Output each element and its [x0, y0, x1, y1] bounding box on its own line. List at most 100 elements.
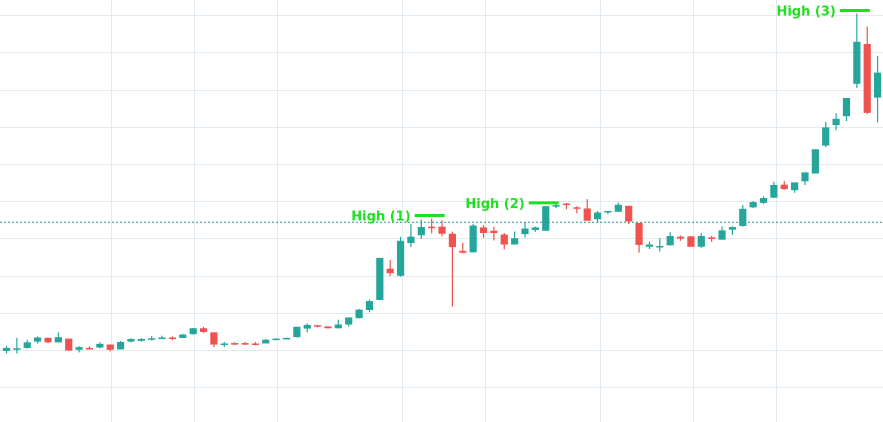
candle — [345, 317, 353, 327]
high-marker-label: High (2) — [465, 197, 524, 212]
high-marker-label: High (3) — [776, 5, 835, 20]
candle — [386, 260, 394, 277]
candle-body — [231, 343, 239, 345]
candle-body — [241, 343, 249, 345]
candle-body — [635, 222, 643, 245]
candle — [272, 338, 280, 341]
candle-body — [822, 127, 830, 146]
candle-body — [873, 72, 882, 98]
candle-body — [293, 326, 301, 338]
candle-body — [832, 118, 840, 126]
candle-body — [428, 226, 436, 229]
candle-body — [697, 235, 705, 247]
candle-body — [251, 343, 259, 345]
candle — [2, 346, 11, 354]
candle — [293, 326, 301, 338]
candle-body — [44, 337, 52, 343]
candle — [116, 340, 125, 350]
candle — [583, 199, 591, 221]
candle — [179, 333, 187, 339]
candle-body — [158, 337, 166, 340]
candle — [241, 341, 249, 345]
candle-body — [34, 337, 42, 342]
candle-body — [179, 334, 187, 338]
candle-body — [770, 185, 778, 198]
candle — [479, 225, 488, 238]
candle-body — [2, 347, 11, 351]
candle — [438, 220, 446, 237]
candle-body — [407, 236, 415, 244]
candle — [459, 242, 467, 254]
candle — [469, 224, 477, 253]
candle-body — [583, 208, 591, 221]
candle — [873, 55, 882, 123]
high-annotations: High (1) High (2) High (3) — [351, 5, 870, 224]
candle-body — [842, 97, 851, 117]
candle — [676, 235, 685, 241]
candle-body — [511, 238, 519, 245]
candle — [231, 342, 239, 345]
candle — [199, 326, 208, 334]
candle — [521, 222, 529, 238]
candle-body — [199, 328, 208, 332]
candle — [801, 172, 809, 186]
candle — [500, 232, 508, 250]
candle-body — [116, 341, 125, 350]
candle — [127, 338, 135, 343]
high-marker: High (2) — [465, 197, 559, 212]
candle-body — [645, 244, 654, 247]
candle — [531, 226, 539, 232]
candle-body — [531, 227, 539, 231]
candle-body — [469, 225, 477, 253]
candle-body — [23, 342, 31, 348]
candle — [770, 181, 778, 199]
candle-body — [614, 204, 622, 212]
candle-body — [355, 309, 363, 319]
candle — [220, 341, 228, 348]
candle-body — [562, 203, 571, 206]
candle-body — [676, 236, 685, 239]
candle-body — [708, 237, 716, 239]
candle — [511, 231, 519, 245]
candle — [749, 201, 757, 209]
candle-series — [2, 13, 882, 354]
candle-body — [282, 337, 291, 340]
candle-body — [739, 208, 747, 226]
candle — [842, 97, 851, 122]
candle-body — [334, 324, 342, 329]
candle-body — [376, 257, 384, 300]
candle — [728, 226, 736, 235]
candle-body — [148, 338, 156, 340]
candle — [314, 324, 322, 328]
candle — [407, 224, 415, 248]
candle — [396, 236, 405, 277]
candle-body — [137, 339, 145, 341]
candle-body — [96, 343, 104, 348]
candle-body — [811, 149, 819, 174]
candle — [832, 113, 840, 131]
candle — [282, 337, 291, 340]
candle — [334, 319, 342, 329]
candle-body — [759, 198, 768, 203]
candle-body — [542, 206, 550, 231]
candle — [697, 232, 705, 248]
high-marker-label: High (1) — [351, 209, 410, 224]
candle — [811, 149, 819, 174]
candle — [355, 308, 363, 319]
candle — [614, 202, 622, 212]
candle — [34, 336, 42, 344]
candle-body — [314, 325, 322, 327]
candle-body — [396, 240, 405, 276]
candle — [822, 121, 830, 148]
candle-body — [262, 339, 270, 344]
candle — [573, 206, 581, 214]
candle-body — [168, 337, 177, 340]
candle-body — [386, 268, 394, 274]
candle — [75, 346, 83, 353]
candle — [645, 241, 654, 249]
candle — [666, 232, 674, 246]
candle — [96, 342, 104, 349]
